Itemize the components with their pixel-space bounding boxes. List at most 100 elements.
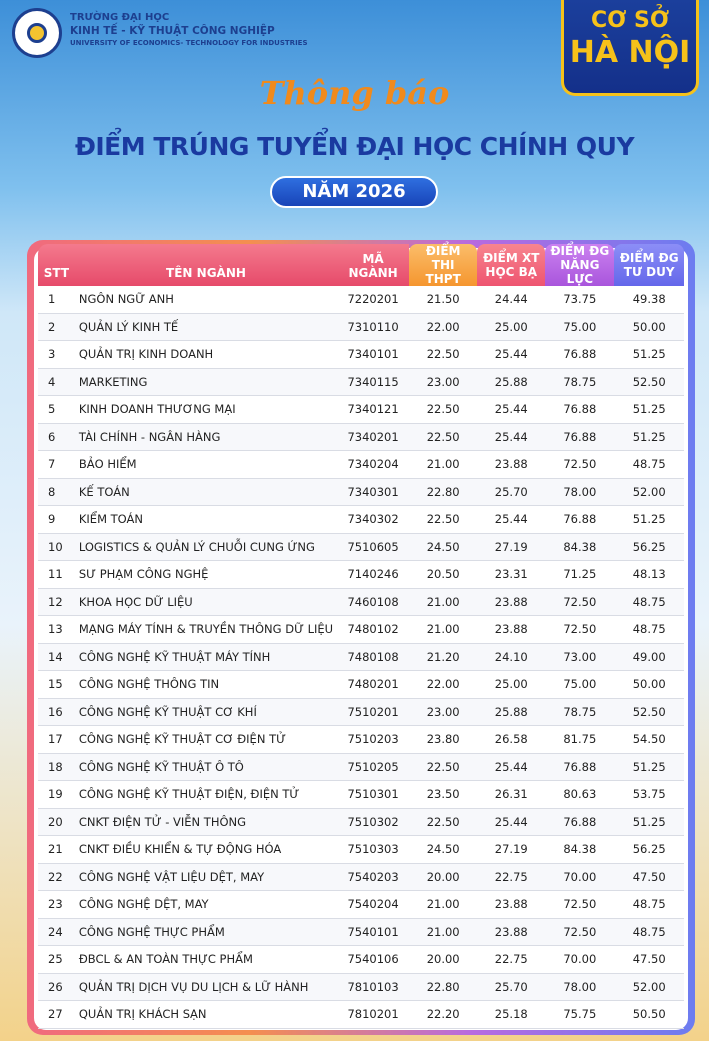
major-code: 7340204 [337, 451, 410, 479]
score-nang-luc: 71.25 [545, 561, 615, 589]
major-name: MARKETING [74, 368, 338, 396]
major-code: 7540101 [337, 918, 410, 946]
score-thpt: 20.00 [409, 863, 478, 891]
score-nang-luc: 76.88 [545, 341, 615, 369]
score-nang-luc: 70.00 [545, 863, 615, 891]
score-nang-luc: 76.88 [545, 396, 615, 424]
table-row: 21 CNKT ĐIỀU KHIỂN & TỰ ĐỘNG HÓA 7510303 24… [38, 836, 684, 864]
major-code: 7540203 [337, 863, 410, 891]
table-row: 14 CÔNG NGHỆ KỸ THUẬT MÁY TÍNH 7480108 21.2… [38, 643, 684, 671]
row-number: 3 [38, 341, 75, 369]
score-tu-duy: 50.00 [614, 313, 684, 341]
major-name: QUẢN LÝ KINH TẾ [74, 313, 338, 341]
campus-name: HÀ NỘI [569, 35, 691, 70]
row-number: 10 [38, 533, 75, 561]
major-name: QUẢN TRỊ DỊCH VỤ DU LỊCH & LỮ HÀNH [74, 973, 338, 1001]
major-code: 7510605 [337, 533, 410, 561]
score-hoc-ba: 22.75 [477, 946, 546, 974]
major-name: CÔNG NGHỆ VẬT LIỆU DỆT, MAY [74, 863, 338, 891]
score-thpt: 21.00 [409, 891, 478, 919]
table-row: 25 ĐBCL & AN TOÀN THỰC PHẨM 7540106 20.00 22… [38, 946, 684, 974]
score-tu-duy: 52.00 [614, 478, 684, 506]
table-body: 1 NGÔN NGỮ ANH 7220201 21.50 24.44 73.75 49.38… [38, 286, 684, 1029]
row-number: 18 [38, 753, 75, 781]
row-number: 27 [38, 1001, 75, 1029]
score-hoc-ba: 24.10 [477, 643, 546, 671]
score-nang-luc: 78.00 [545, 973, 615, 1001]
table-row: 26 QUẢN TRỊ DỊCH VỤ DU LỊCH & LỮ HÀNH 7810… [38, 973, 684, 1001]
score-thpt: 21.00 [409, 616, 478, 644]
table-row: 19 CÔNG NGHỆ KỸ THUẬT ĐIỆN, ĐIỆN TỬ 751030… [38, 781, 684, 809]
table-row: 9 KIỂM TOÁN 7340302 22.50 25.44 76.88 51.25 [38, 506, 684, 534]
score-hoc-ba: 25.18 [477, 1001, 546, 1029]
major-code: 7510302 [337, 808, 410, 836]
table-row: 12 KHOA HỌC DỮ LIỆU 7460108 21.00 23.88 72.50… [38, 588, 684, 616]
score-tu-duy: 48.75 [614, 891, 684, 919]
score-thpt: 23.80 [409, 726, 478, 754]
major-name: KIỂM TOÁN [74, 506, 338, 534]
score-tu-duy: 50.50 [614, 1001, 684, 1029]
score-table: STT TÊN NGÀNH MÃ NGÀNH ĐIỂM THI THPT ĐIỂ… [38, 244, 684, 1029]
score-nang-luc: 73.75 [545, 286, 615, 314]
title: ĐIỂM TRÚNG TUYỂN ĐẠI HỌC CHÍNH QUY [74, 132, 635, 161]
header-row: STT TÊN NGÀNH MÃ NGÀNH ĐIỂM THI THPT ĐIỂ… [38, 244, 684, 286]
score-tu-duy: 50.00 [614, 671, 684, 699]
row-number: 12 [38, 588, 75, 616]
score-tu-duy: 51.25 [614, 808, 684, 836]
score-tu-duy: 52.50 [614, 698, 684, 726]
score-thpt: 22.50 [409, 341, 478, 369]
score-tu-duy: 51.25 [614, 423, 684, 451]
score-hoc-ba: 23.88 [477, 616, 546, 644]
score-hoc-ba: 25.88 [477, 698, 546, 726]
major-code: 7540106 [337, 946, 410, 974]
score-hoc-ba: 23.31 [477, 561, 546, 589]
score-nang-luc: 76.88 [545, 506, 615, 534]
score-tu-duy: 52.50 [614, 368, 684, 396]
score-hoc-ba: 27.19 [477, 533, 546, 561]
table-row: 13 MẠNG MÁY TÍNH & TRUYỀN THÔNG DỮ LIỆU 74… [38, 616, 684, 644]
row-number: 22 [38, 863, 75, 891]
campus-badge: CƠ SỞ HÀ NỘI [561, 0, 699, 96]
row-number: 17 [38, 726, 75, 754]
major-code: 7510301 [337, 781, 410, 809]
score-thpt: 22.50 [409, 423, 478, 451]
score-hoc-ba: 25.44 [477, 423, 546, 451]
table-row: 1 NGÔN NGỮ ANH 7220201 21.50 24.44 73.75 49.38 [38, 286, 684, 314]
row-number: 4 [38, 368, 75, 396]
table-row: 20 CNKT ĐIỆN TỬ - VIỄN THÔNG 7510302 22.50 2… [38, 808, 684, 836]
score-hoc-ba: 25.44 [477, 808, 546, 836]
table-row: 4 MARKETING 7340115 23.00 25.88 78.75 52.50 [38, 368, 684, 396]
major-code: 7810201 [337, 1001, 410, 1029]
major-name: CÔNG NGHỆ KỸ THUẬT MÁY TÍNH [74, 643, 338, 671]
score-tu-duy: 51.25 [614, 506, 684, 534]
table-row: 23 CÔNG NGHỆ DỆT, MAY 7540204 21.00 23.88 72.… [38, 891, 684, 919]
major-code: 7510201 [337, 698, 410, 726]
score-thpt: 22.50 [409, 506, 478, 534]
row-number: 13 [38, 616, 75, 644]
score-thpt: 22.00 [409, 313, 478, 341]
score-nang-luc: 73.00 [545, 643, 615, 671]
row-number: 20 [38, 808, 75, 836]
major-name: SƯ PHẠM CÔNG NGHỆ [74, 561, 338, 589]
table-row: 17 CÔNG NGHỆ KỸ THUẬT CƠ ĐIỆN TỬ 7510203 23… [38, 726, 684, 754]
major-code: 7460108 [337, 588, 410, 616]
table-row: 11 SƯ PHẠM CÔNG NGHỆ 7140246 20.50 23.31 71.2… [38, 561, 684, 589]
score-nang-luc: 72.50 [545, 451, 615, 479]
score-nang-luc: 78.75 [545, 698, 615, 726]
score-tu-duy: 49.00 [614, 643, 684, 671]
major-code: 7480108 [337, 643, 410, 671]
score-hoc-ba: 25.44 [477, 753, 546, 781]
row-number: 9 [38, 506, 75, 534]
score-nang-luc: 75.00 [545, 313, 615, 341]
score-tu-duy: 52.00 [614, 973, 684, 1001]
table-row: 24 CÔNG NGHỆ THỰC PHẨM 7540101 21.00 23.88 72… [38, 918, 684, 946]
score-nang-luc: 78.00 [545, 478, 615, 506]
major-name: KHOA HỌC DỮ LIỆU [74, 588, 338, 616]
score-tu-duy: 51.25 [614, 396, 684, 424]
major-name: CÔNG NGHỆ KỸ THUẬT Ô TÔ [74, 753, 338, 781]
row-number: 2 [38, 313, 75, 341]
score-thpt: 23.50 [409, 781, 478, 809]
score-hoc-ba: 25.44 [477, 506, 546, 534]
row-number: 26 [38, 973, 75, 1001]
score-hoc-ba: 25.70 [477, 973, 546, 1001]
